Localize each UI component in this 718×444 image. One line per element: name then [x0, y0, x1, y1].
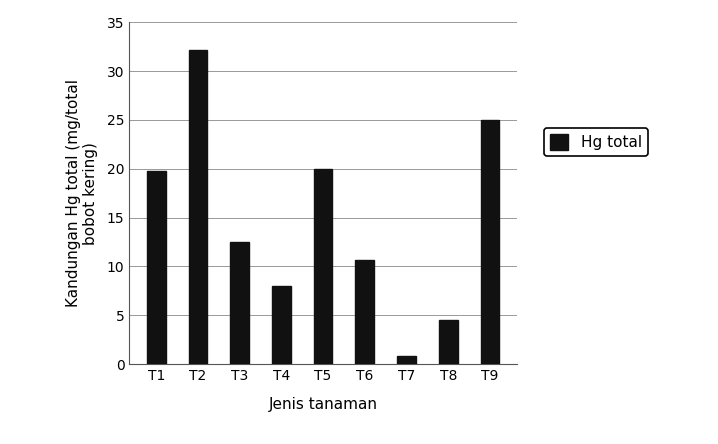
Bar	[355, 260, 374, 364]
Bar	[439, 320, 457, 364]
Y-axis label: Kandungan Hg total (mg/total
bobot kering): Kandungan Hg total (mg/total bobot kerin…	[66, 79, 98, 307]
X-axis label: Jenis tanaman: Jenis tanaman	[269, 397, 378, 412]
Legend: Hg total: Hg total	[544, 128, 648, 156]
Bar	[480, 120, 499, 364]
Bar	[314, 169, 332, 364]
Bar	[272, 286, 291, 364]
Bar	[147, 170, 166, 364]
Bar	[397, 356, 416, 364]
Bar	[230, 242, 249, 364]
Bar	[189, 50, 208, 364]
